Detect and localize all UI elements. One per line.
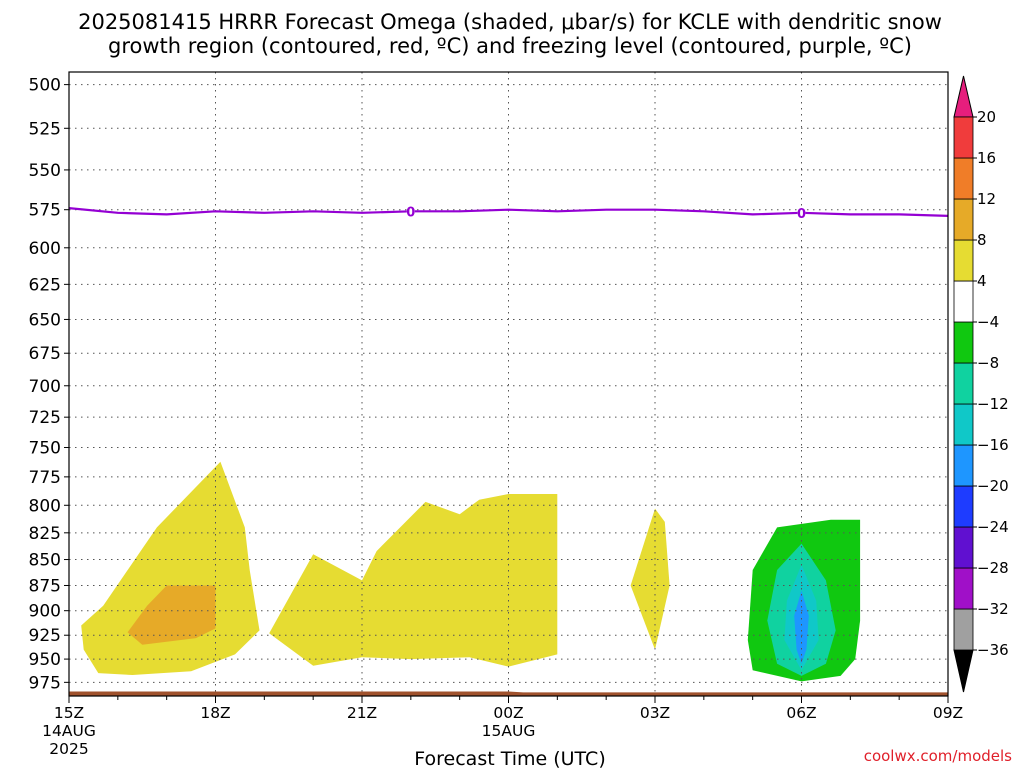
- x-tick-label: 15Z: [54, 704, 84, 722]
- omega-region-7: [794, 590, 809, 664]
- colorbar-label: −24: [977, 518, 1009, 536]
- y-tick-label: 525: [29, 119, 61, 139]
- chart-title-line1: 2025081415 HRRR Forecast Omega (shaded, …: [78, 10, 942, 34]
- colorbar-segment: [953, 198, 974, 241]
- colorbar-segment: [953, 526, 974, 569]
- x-tick-date-label: 15AUG: [482, 722, 536, 740]
- freezing-level-line: [68, 207, 949, 217]
- colorbar-bottom-arrow: [953, 649, 974, 693]
- y-tick-label: 500: [29, 76, 61, 96]
- chart-title-line2: growth region (contoured, red, ºC) and f…: [108, 34, 912, 58]
- colorbar: −36 −32 −28 −24 −20 −16 −12 −8 −4 4 8 12 16 20: [953, 75, 1009, 693]
- y-tick-label: 950: [29, 650, 61, 670]
- x-tick-date-label: 14AUG: [42, 722, 96, 740]
- y-tick-label: 850: [29, 551, 61, 571]
- colorbar-segment: [953, 403, 974, 446]
- omega-region-3: [127, 585, 216, 645]
- ground-surface: [69, 691, 948, 696]
- omega-region-2: [630, 508, 670, 650]
- y-tick-label: 750: [29, 439, 61, 459]
- x-axis-title: Forecast Time (UTC): [414, 748, 605, 768]
- x-tick-label: 06Z: [786, 704, 816, 722]
- x-tick-label: 00Z: [493, 704, 523, 722]
- omega-region-0: [81, 461, 260, 675]
- colorbar-segment: [953, 321, 974, 364]
- y-tick-label: 600: [29, 239, 61, 259]
- colorbar-segment: [953, 567, 974, 610]
- y-tick-label: 800: [29, 496, 61, 516]
- colorbar-label: −4: [977, 313, 999, 331]
- colorbar-label: −36: [977, 641, 1009, 659]
- freezing-level-label: 0: [797, 207, 806, 222]
- colorbar-segment: [953, 280, 974, 323]
- colorbar-segment: [953, 116, 974, 159]
- ground-fill: [69, 691, 948, 696]
- y-tick-label: 575: [29, 201, 61, 221]
- colorbar-segment: [953, 239, 974, 282]
- colorbar-segment: [953, 157, 974, 200]
- omega-shading: [81, 461, 861, 682]
- colorbar-label: 4: [977, 272, 987, 290]
- y-tick-label: 675: [29, 344, 61, 364]
- x-tick-label: 21Z: [347, 704, 377, 722]
- colorbar-segment: [953, 444, 974, 487]
- y-tick-label: 925: [29, 626, 61, 646]
- grid-lines: [69, 72, 948, 696]
- credit-text: coolwx.com/models: [864, 747, 1012, 765]
- y-tick-label: 650: [29, 310, 61, 330]
- y-axis: 500 525 550 575 600 625 650 675 700 725 750 775 800 8…: [29, 76, 69, 693]
- colorbar-label: −32: [977, 600, 1009, 618]
- omega-region-1: [269, 494, 558, 667]
- colorbar-label: 12: [977, 190, 996, 208]
- y-tick-label: 550: [29, 161, 61, 181]
- colorbar-segment: [953, 608, 974, 651]
- y-tick-label: 900: [29, 602, 61, 622]
- x-tick-label: 09Z: [933, 704, 963, 722]
- freezing-level-label: 0: [406, 205, 415, 220]
- freezing-label-bg: [797, 205, 806, 220]
- y-tick-label: 700: [29, 377, 61, 397]
- y-tick-label: 975: [29, 673, 61, 693]
- colorbar-label: 16: [977, 149, 996, 167]
- y-tick-label: 825: [29, 524, 61, 544]
- y-tick-label: 875: [29, 576, 61, 596]
- colorbar-label: 20: [977, 108, 996, 126]
- colorbar-label: −8: [977, 354, 999, 372]
- colorbar-label: −20: [977, 477, 1009, 495]
- colorbar-label: −28: [977, 559, 1009, 577]
- x-tick-label: 03Z: [640, 704, 670, 722]
- y-tick-label: 625: [29, 275, 61, 295]
- x-tick-year-label: 2025: [49, 740, 88, 758]
- y-tick-label: 775: [29, 468, 61, 488]
- colorbar-label: −12: [977, 395, 1009, 413]
- y-tick-label: 725: [29, 408, 61, 428]
- x-tick-label: 18Z: [200, 704, 230, 722]
- colorbar-label: 8: [977, 231, 987, 249]
- colorbar-segment: [953, 485, 974, 528]
- colorbar-top-arrow: [953, 75, 974, 118]
- colorbar-segment: [953, 362, 974, 405]
- colorbar-label: −16: [977, 436, 1009, 454]
- freezing-label-bg: [406, 204, 415, 219]
